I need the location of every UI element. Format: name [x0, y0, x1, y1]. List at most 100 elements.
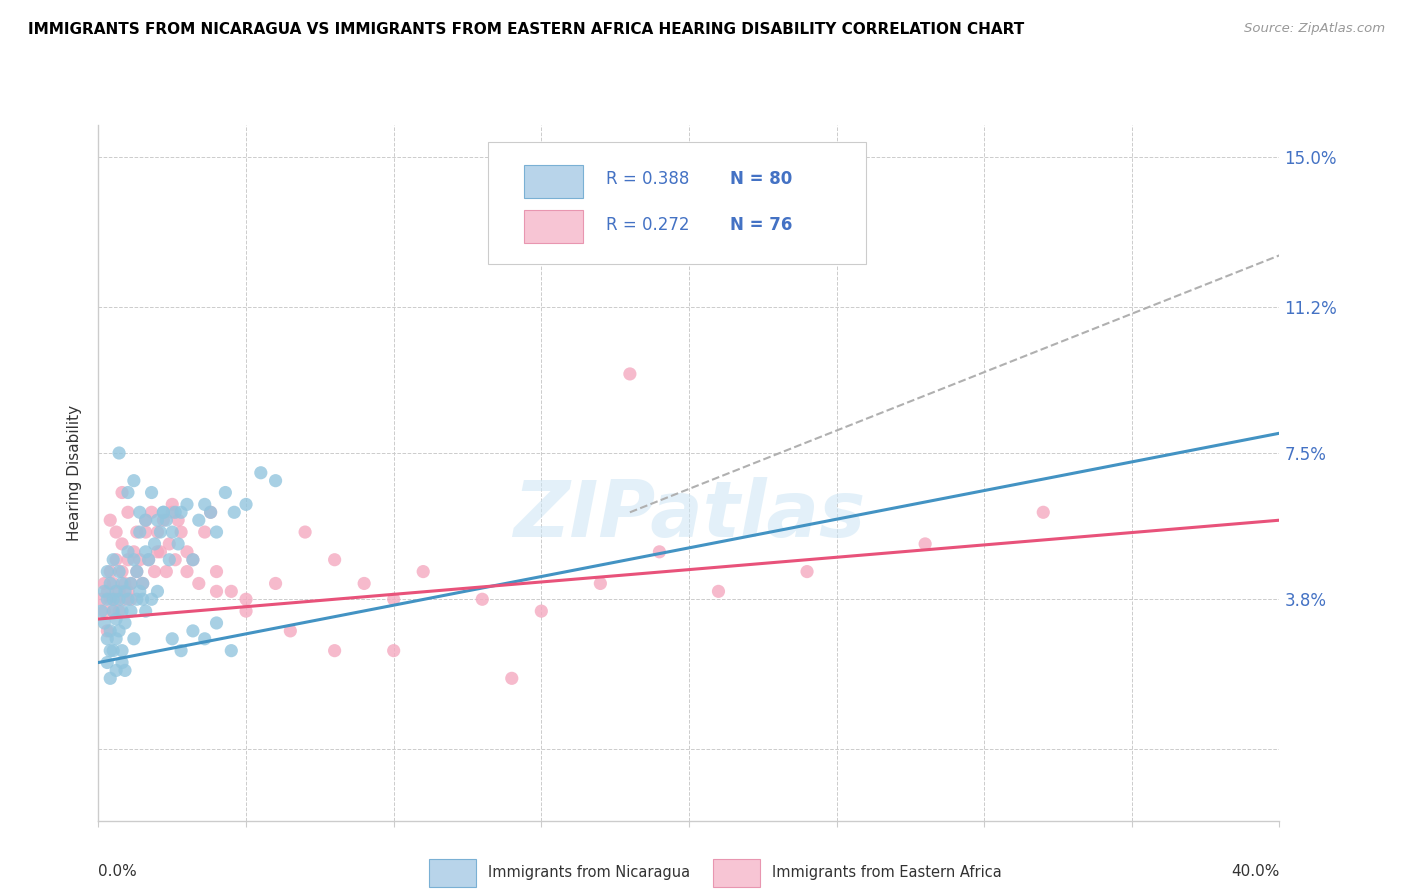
Point	[120, 604, 142, 618]
Point	[176, 497, 198, 511]
Point	[323, 643, 346, 657]
Point	[382, 592, 405, 607]
Text: ZIPatlas: ZIPatlas	[513, 476, 865, 552]
Point	[96, 656, 118, 670]
Point	[93, 615, 115, 630]
Point	[108, 624, 131, 638]
Point	[152, 513, 174, 527]
Point	[105, 632, 128, 646]
Point	[149, 545, 172, 559]
Point	[224, 505, 246, 519]
Text: R = 0.388: R = 0.388	[606, 170, 689, 188]
Point	[200, 505, 222, 519]
Point	[108, 584, 131, 599]
Text: Immigrants from Eastern Africa: Immigrants from Eastern Africa	[772, 865, 1001, 880]
Point	[111, 576, 134, 591]
Bar	[713, 859, 759, 887]
Point	[128, 505, 150, 519]
Point	[205, 524, 228, 539]
Point	[98, 592, 121, 607]
Point	[128, 584, 150, 599]
Point	[235, 497, 257, 511]
Point	[93, 584, 115, 599]
Point	[98, 671, 121, 685]
Point	[117, 584, 139, 599]
Point	[264, 576, 287, 591]
Point	[170, 643, 193, 657]
Point	[120, 576, 142, 591]
Point	[90, 604, 112, 618]
Point	[98, 576, 121, 591]
Point	[141, 485, 163, 500]
Point	[111, 485, 134, 500]
Bar	[429, 859, 477, 887]
Point	[96, 584, 118, 599]
Point	[103, 576, 125, 591]
Point	[155, 565, 177, 579]
FancyBboxPatch shape	[488, 142, 866, 264]
Text: IMMIGRANTS FROM NICARAGUA VS IMMIGRANTS FROM EASTERN AFRICA HEARING DISABILITY C: IMMIGRANTS FROM NICARAGUA VS IMMIGRANTS …	[28, 22, 1025, 37]
Point	[181, 552, 204, 567]
Point	[96, 632, 118, 646]
Point	[167, 513, 190, 527]
Point	[98, 643, 121, 657]
Point	[117, 505, 139, 519]
Point	[93, 604, 115, 618]
Point	[122, 545, 145, 559]
Point	[170, 505, 193, 519]
Point	[194, 632, 217, 646]
Point	[132, 592, 155, 607]
Point	[152, 505, 174, 519]
Point	[143, 537, 166, 551]
Text: Source: ZipAtlas.com: Source: ZipAtlas.com	[1244, 22, 1385, 36]
Text: N = 76: N = 76	[730, 216, 793, 234]
Point	[157, 552, 180, 567]
Point	[117, 552, 139, 567]
Point	[114, 592, 136, 607]
Point	[162, 505, 183, 519]
Point	[187, 576, 209, 591]
Point	[235, 592, 257, 607]
Point	[105, 612, 128, 626]
Point	[205, 565, 228, 579]
Point	[205, 584, 228, 599]
Point	[146, 513, 169, 527]
Point	[105, 524, 128, 539]
Point	[135, 545, 157, 559]
Point	[162, 632, 183, 646]
Point	[149, 524, 172, 539]
Point	[114, 576, 136, 591]
Point	[111, 537, 134, 551]
Point	[135, 524, 157, 539]
Text: Immigrants from Nicaragua: Immigrants from Nicaragua	[488, 865, 690, 880]
Point	[141, 505, 163, 519]
Point	[235, 604, 257, 618]
Point	[155, 513, 177, 527]
Point	[111, 643, 134, 657]
Point	[98, 513, 121, 527]
Point	[114, 664, 136, 678]
Point	[162, 524, 183, 539]
Point	[125, 565, 148, 579]
Point	[111, 565, 134, 579]
Point	[103, 604, 125, 618]
Point	[122, 474, 145, 488]
Bar	[523, 164, 582, 198]
Point	[117, 592, 139, 607]
Point	[176, 565, 198, 579]
Point	[194, 497, 217, 511]
Point	[117, 545, 139, 559]
Point	[103, 643, 125, 657]
Point	[135, 513, 157, 527]
Point	[125, 524, 148, 539]
Point	[648, 545, 671, 559]
Point	[530, 604, 553, 618]
Point	[132, 576, 155, 591]
Point	[157, 537, 180, 551]
Point	[412, 565, 434, 579]
Point	[181, 624, 204, 638]
Y-axis label: Hearing Disability: Hearing Disability	[67, 405, 83, 541]
Point	[194, 524, 217, 539]
Point	[170, 524, 193, 539]
Point	[103, 552, 125, 567]
